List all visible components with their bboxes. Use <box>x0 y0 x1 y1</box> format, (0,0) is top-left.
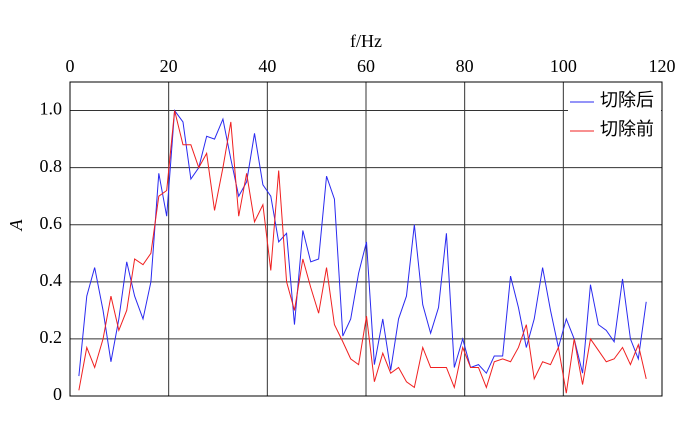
x-tick-label: 40 <box>258 56 276 76</box>
data-line <box>78 109 647 377</box>
y-tick-label: 0.6 <box>40 213 63 233</box>
plot-frame <box>69 81 663 397</box>
data-line <box>78 110 647 394</box>
x-tick-label: 120 <box>649 56 676 76</box>
y-tick-label: 0.8 <box>40 156 63 176</box>
y-tick-label: 0 <box>53 384 62 404</box>
legend-label: 切除前 <box>600 119 654 139</box>
x-tick-label: 20 <box>160 56 178 76</box>
x-tick-label: 100 <box>550 56 577 76</box>
y-tick-label: 0.4 <box>40 270 63 290</box>
x-tick-label: 0 <box>66 56 75 76</box>
x-axis-title: f/Hz <box>350 31 382 51</box>
x-tick-label: 80 <box>456 56 474 76</box>
legend-label: 切除后 <box>600 90 654 110</box>
y-tick-label: 0.2 <box>40 327 63 347</box>
x-tick-label: 60 <box>357 56 375 76</box>
y-axis-title: A <box>6 219 26 232</box>
y-tick-label: 1.0 <box>40 99 63 119</box>
legend-box <box>568 88 661 146</box>
